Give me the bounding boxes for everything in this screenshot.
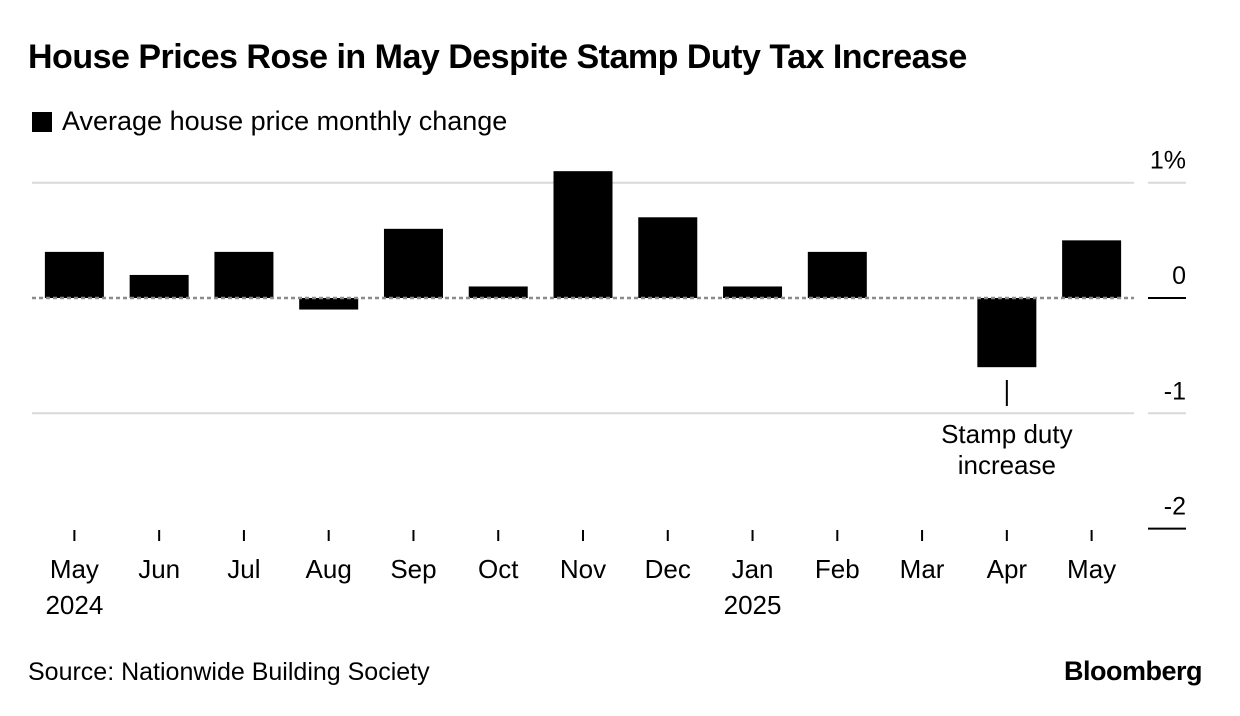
bar-jun-1 — [129, 274, 189, 298]
bar-oct-5 — [468, 286, 528, 298]
x-tick-label: Aug — [306, 554, 352, 584]
legend-swatch — [32, 111, 52, 132]
x-tick-label: Oct — [478, 554, 519, 584]
bar-may-12 — [1062, 240, 1122, 298]
x-tick-label: Jul — [227, 554, 260, 584]
x-tick-label: May — [50, 554, 99, 584]
y-tick-label: -1 — [1164, 377, 1186, 405]
bar-dec-7 — [638, 217, 698, 298]
bar-apr-11 — [977, 298, 1037, 368]
x-year-label: 2024 — [45, 590, 103, 620]
bar-may-0 — [44, 251, 104, 298]
x-tick-label: Jan — [732, 554, 774, 584]
x-tick-label: Dec — [645, 554, 691, 584]
x-tick-label: Mar — [900, 554, 945, 584]
x-tick-label: Jun — [138, 554, 180, 584]
x-tick-label: Feb — [815, 554, 860, 584]
annotation-text: Stamp duty — [941, 419, 1073, 449]
y-tick-label: 1% — [1150, 147, 1186, 175]
source-note: Source: Nationwide Building Society — [28, 658, 430, 686]
y-tick-label: -2 — [1164, 493, 1186, 521]
x-tick-label: Nov — [560, 554, 606, 584]
bar-jan-8 — [723, 286, 783, 298]
x-year-label: 2025 — [724, 590, 782, 620]
x-tick-label: May — [1067, 554, 1116, 584]
x-tick-label: Apr — [987, 554, 1028, 584]
bar-feb-9 — [807, 251, 867, 298]
chart-title: House Prices Rose in May Despite Stamp D… — [28, 38, 967, 76]
legend: Average house price monthly change — [32, 106, 507, 137]
bar-sep-4 — [383, 228, 443, 298]
x-tick-label: Sep — [390, 554, 436, 584]
annotation-text: increase — [958, 450, 1056, 480]
bar-jul-2 — [214, 251, 274, 298]
legend-label: Average house price monthly change — [62, 106, 508, 136]
bar-nov-6 — [553, 171, 613, 298]
bar-aug-3 — [299, 298, 359, 310]
y-tick-label: 0 — [1172, 262, 1186, 290]
bloomberg-logo: Bloomberg — [1063, 656, 1203, 686]
